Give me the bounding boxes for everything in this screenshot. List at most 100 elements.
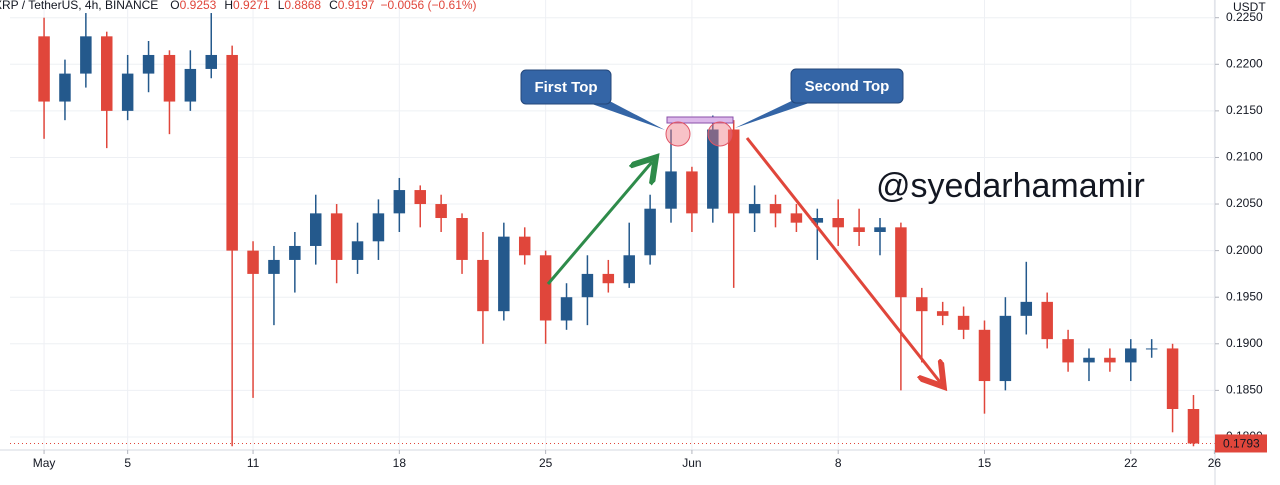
candle-body <box>289 245 301 260</box>
candle-body <box>498 236 510 312</box>
candle-body <box>916 297 928 312</box>
candle-body <box>727 129 740 214</box>
callout-pointer <box>592 96 665 130</box>
ohlc-key: H <box>224 0 233 12</box>
candle-body <box>163 54 176 102</box>
candle-body <box>330 213 343 260</box>
candle-body <box>101 36 113 111</box>
candle-body <box>1062 339 1074 363</box>
candle-body <box>1104 357 1116 363</box>
candle-body <box>665 171 677 209</box>
watermark: @syedarhamamir <box>876 167 1145 205</box>
last-price-tag <box>1215 434 1267 453</box>
symbol: XRP / TetherUS, 4h, BINANCE <box>0 0 158 12</box>
ohlc-value: 0.9271 <box>233 0 270 12</box>
candle-body <box>414 190 426 205</box>
candle-body <box>895 227 907 298</box>
x-tick-label: 22 <box>1124 456 1138 470</box>
candle-body <box>247 250 259 274</box>
callout-label: First Top <box>534 79 597 96</box>
candle-body <box>393 190 406 214</box>
up-arrow <box>546 162 652 285</box>
ohlc: O0.9253 H0.9271 L0.8868 C0.9197 −0.0056 (−0.… <box>170 0 476 12</box>
ohlc-value: 0.9253 <box>180 0 217 12</box>
candle-body <box>769 204 782 214</box>
x-tick-label: 15 <box>978 456 992 470</box>
candle-body <box>832 218 844 228</box>
x-tick-label: 5 <box>124 456 131 470</box>
callout-pointer <box>735 96 812 128</box>
candle-body <box>59 73 71 102</box>
x-tick-label: 26 <box>1208 456 1222 470</box>
candle-body <box>936 311 949 316</box>
y-unit: USDT <box>1233 0 1266 14</box>
candle-body <box>226 54 238 251</box>
y-tick-label: 0.2100 <box>1226 150 1263 164</box>
candle-body <box>1083 357 1095 363</box>
y-tick-label: 0.1950 <box>1226 289 1263 303</box>
ohlc-key: C <box>329 0 338 12</box>
top-circle <box>665 121 691 147</box>
candle-body <box>38 36 50 102</box>
candle-body <box>1041 301 1053 340</box>
candle-body <box>518 236 531 256</box>
callout-label: Second Top <box>805 78 890 95</box>
candle-body <box>1166 348 1179 410</box>
y-tick-label: 0.2000 <box>1226 243 1263 257</box>
callout-box <box>520 69 612 105</box>
callout: Second Top <box>735 68 904 128</box>
candle-body <box>205 54 217 69</box>
x-tick-label: May <box>33 456 56 470</box>
candle-body <box>686 171 698 214</box>
candle-body <box>309 213 322 246</box>
candle-body <box>1187 409 1200 444</box>
y-tick-label: 0.1900 <box>1226 336 1263 350</box>
candle-body <box>268 259 280 274</box>
candle-body <box>1020 301 1033 316</box>
last-price-label: 0.1793 <box>1223 437 1260 451</box>
down-arrow <box>745 137 940 382</box>
ohlc-key: L <box>278 0 285 12</box>
candle-body <box>999 315 1012 382</box>
x-tick-label: 25 <box>539 456 553 470</box>
header: XRP / TetherUS, 4h, BINANCE O0.9253 H0.927… <box>0 0 477 12</box>
x-tick-label: 18 <box>393 456 407 470</box>
candle-body <box>539 255 552 321</box>
candle-body <box>811 218 824 223</box>
candle-body <box>581 273 594 298</box>
candle-body <box>477 259 489 312</box>
callout: First Top <box>520 69 665 130</box>
candle-body <box>602 273 615 284</box>
y-tick-label: 0.2150 <box>1226 103 1263 117</box>
candle-body <box>644 208 656 256</box>
ohlc-key: O <box>170 0 179 12</box>
x-tick-label: 11 <box>247 456 260 470</box>
candle-body <box>372 213 385 242</box>
candle-body <box>623 255 635 284</box>
candle-body <box>748 204 761 214</box>
candles <box>10 13 1215 447</box>
resistance-box <box>666 116 734 124</box>
x-tick-label: 8 <box>835 456 842 470</box>
y-tick-label: 0.2050 <box>1226 196 1263 210</box>
x-tick-label: Jun <box>682 456 701 470</box>
candle-body <box>456 218 468 260</box>
candle-body <box>560 297 573 321</box>
candle-body <box>184 68 197 102</box>
candle-body <box>707 129 719 209</box>
callout-box <box>790 68 904 104</box>
candle-body <box>1145 348 1158 350</box>
candle-body <box>80 36 92 74</box>
y-tick-label: 0.2250 <box>1226 10 1263 24</box>
candle-body <box>874 227 886 232</box>
y-tick-label: 0.1850 <box>1226 383 1263 397</box>
candle-body <box>978 329 991 382</box>
ohlc-change: −0.0056 (−0.61%) <box>380 0 476 12</box>
candle-body <box>142 54 155 74</box>
candle-body <box>957 315 970 330</box>
candle-body <box>1125 348 1137 363</box>
axes: 0.18000.18500.19000.19500.20000.20500.21… <box>33 10 1267 470</box>
y-tick-label: 0.2200 <box>1226 56 1263 70</box>
